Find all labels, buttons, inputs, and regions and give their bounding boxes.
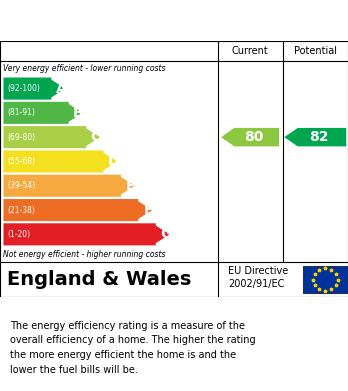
Polygon shape xyxy=(3,102,82,124)
Text: The energy efficiency rating is a measure of the
overall efficiency of a home. T: The energy efficiency rating is a measur… xyxy=(10,321,256,375)
Polygon shape xyxy=(3,77,65,100)
Polygon shape xyxy=(284,128,346,146)
Polygon shape xyxy=(221,128,279,146)
Text: (81-91): (81-91) xyxy=(7,108,35,117)
Text: (1-20): (1-20) xyxy=(7,230,30,239)
Text: G: G xyxy=(160,227,171,241)
Polygon shape xyxy=(3,199,152,221)
Text: 80: 80 xyxy=(244,130,263,144)
Polygon shape xyxy=(3,151,118,172)
Text: F: F xyxy=(143,203,153,217)
Text: Not energy efficient - higher running costs: Not energy efficient - higher running co… xyxy=(3,250,166,259)
Text: (21-38): (21-38) xyxy=(7,206,35,215)
Text: (69-80): (69-80) xyxy=(7,133,35,142)
Polygon shape xyxy=(3,126,100,148)
Text: D: D xyxy=(108,154,119,169)
Text: A: A xyxy=(56,82,66,95)
Text: England & Wales: England & Wales xyxy=(7,270,191,289)
Text: Very energy efficient - lower running costs: Very energy efficient - lower running co… xyxy=(3,64,166,73)
Text: E: E xyxy=(126,179,135,193)
Text: Energy Efficiency Rating: Energy Efficiency Rating xyxy=(10,11,258,30)
Text: (39-54): (39-54) xyxy=(7,181,35,190)
Text: Potential: Potential xyxy=(294,46,337,56)
Text: 82: 82 xyxy=(309,130,329,144)
Text: Current: Current xyxy=(232,46,268,56)
Text: C: C xyxy=(91,130,101,144)
Text: EU Directive
2002/91/EC: EU Directive 2002/91/EC xyxy=(228,266,288,289)
Text: (55-68): (55-68) xyxy=(7,157,35,166)
Polygon shape xyxy=(3,223,170,246)
Text: (92-100): (92-100) xyxy=(7,84,40,93)
Polygon shape xyxy=(3,175,135,197)
Bar xyxy=(303,266,348,293)
Text: B: B xyxy=(73,106,84,120)
